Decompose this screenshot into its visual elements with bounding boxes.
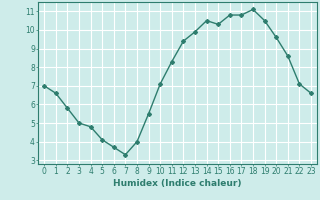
- X-axis label: Humidex (Indice chaleur): Humidex (Indice chaleur): [113, 179, 242, 188]
